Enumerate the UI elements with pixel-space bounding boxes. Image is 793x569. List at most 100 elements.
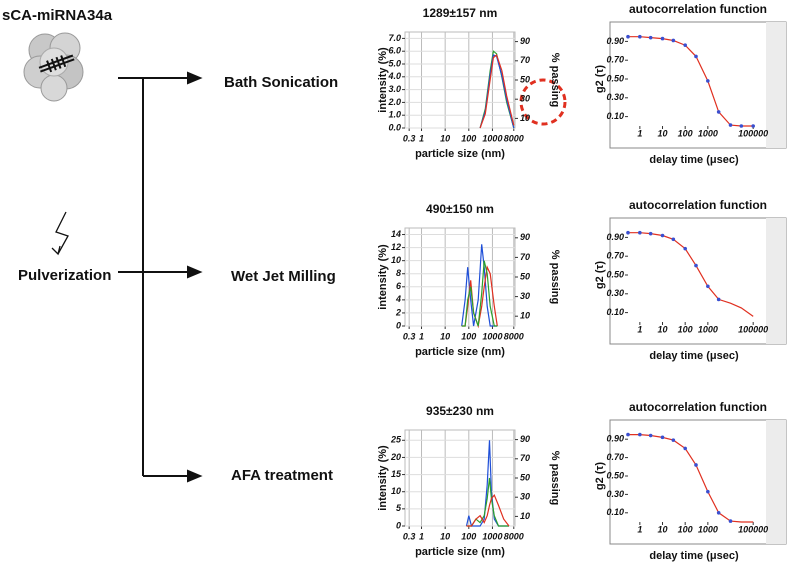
y2-tick-label: 10	[520, 113, 530, 123]
data-point	[626, 34, 630, 39]
treatment-label: Wet Jet Milling	[231, 268, 336, 285]
y2-tick-label: 10	[520, 311, 530, 321]
x-tick-label: 0.3	[403, 331, 416, 341]
y-tick-label: 0.10	[606, 307, 624, 317]
y-axis-label: intensity (%)	[377, 47, 389, 113]
chart-title: 1289±157 nm	[423, 6, 498, 20]
y-tick-label: 3.0	[388, 84, 401, 94]
x-axis-label: delay time (μsec)	[649, 550, 739, 562]
y2-axis-label: % passing	[549, 451, 561, 505]
y-tick-label: 4	[395, 294, 401, 304]
data-point	[638, 34, 642, 39]
x-tick-label: 10	[440, 331, 450, 341]
y-tick-label: 4.0	[387, 71, 401, 81]
y-tick-label: 8	[396, 268, 401, 278]
x-tick-label: 1	[637, 128, 642, 138]
y-tick-label: 0.10	[606, 111, 624, 121]
y-tick-label: 0.50	[606, 73, 624, 83]
data-point	[638, 230, 642, 235]
data-point	[751, 124, 755, 128]
plot-frame	[609, 419, 787, 545]
y-axis-label: intensity (%)	[377, 445, 389, 511]
sample-label: sCA-miRNA34a	[2, 7, 113, 24]
y-axis-label: g2 (τ)	[594, 65, 606, 93]
data-point	[683, 43, 687, 47]
data-point	[716, 110, 721, 114]
y-axis-label: intensity (%)	[377, 244, 389, 310]
y-tick-label: 0.70	[606, 251, 624, 261]
y-tick-label: 0.50	[606, 470, 624, 480]
y-tick-label: 0.90	[606, 36, 624, 46]
y-tick-label: 0.70	[606, 452, 624, 462]
y-tick-label: 0.0	[388, 122, 401, 132]
y-tick-label: 20	[390, 452, 401, 462]
x-axis-label: particle size (nm)	[415, 148, 505, 160]
x-tick-label: 10	[658, 324, 668, 334]
data-point	[626, 230, 630, 235]
x-axis-label: particle size (nm)	[415, 346, 505, 358]
x-tick-label: 100000	[738, 524, 768, 534]
y-tick-label: 0	[396, 520, 401, 530]
chart-title: autocorrelation function	[629, 400, 767, 414]
plot-frame	[609, 217, 787, 345]
plot-band	[766, 22, 786, 148]
y-tick-label: 1.0	[388, 110, 401, 120]
data-point	[694, 463, 698, 467]
series-line	[479, 53, 515, 129]
data-point	[694, 263, 698, 268]
data-point	[716, 297, 721, 302]
treatment-label: AFA treatment	[231, 467, 333, 484]
x-tick-label: 1000	[482, 331, 502, 341]
data-point	[638, 432, 642, 437]
y2-tick-label: 90	[520, 36, 530, 46]
y-tick-label: 0.70	[606, 55, 624, 65]
x-tick-label: 8000	[504, 331, 524, 341]
data-point	[660, 435, 665, 440]
y-tick-label: 10	[391, 255, 401, 265]
y-tick-label: 0.30	[606, 288, 624, 298]
data-point	[694, 54, 698, 59]
y-tick-label: 0.30	[606, 489, 624, 499]
y-tick-label: 2.0	[387, 97, 401, 107]
x-tick-label: 1	[419, 331, 424, 341]
y-tick-label: 5.0	[388, 58, 401, 68]
x-tick-label: 100	[678, 524, 693, 534]
x-tick-label: 10	[440, 133, 450, 143]
y-axis-label: g2 (τ)	[594, 462, 606, 490]
data-point	[683, 246, 687, 251]
data-point	[626, 432, 630, 437]
y2-tick-label: 50	[520, 74, 530, 84]
data-point	[671, 438, 676, 442]
x-axis-label: delay time (μsec)	[649, 350, 739, 362]
plot-frame	[609, 21, 787, 149]
data-point	[648, 35, 653, 40]
x-axis-label: delay time (μsec)	[649, 154, 739, 166]
highlight-circle	[519, 78, 567, 126]
y-tick-label: 10	[391, 486, 401, 496]
x-tick-label: 1000	[698, 128, 718, 138]
data-point	[739, 124, 744, 128]
x-tick-label: 1	[419, 133, 424, 143]
x-tick-label: 8000	[504, 133, 524, 143]
x-tick-label: 100000	[738, 128, 768, 138]
x-tick-label: 1	[637, 524, 642, 534]
y-tick-label: 0.50	[606, 269, 624, 279]
y-tick-label: 0.90	[606, 232, 624, 242]
chart-title: autocorrelation function	[629, 2, 767, 16]
y2-tick-label: 30	[520, 94, 530, 104]
x-tick-label: 100	[678, 324, 693, 334]
y-tick-label: 0.90	[606, 434, 624, 444]
treatment-label: Bath Sonication	[224, 74, 338, 91]
y2-tick-label: 90	[520, 434, 530, 444]
data-point	[648, 433, 653, 438]
y-tick-label: 7.0	[388, 33, 401, 43]
series-line	[461, 244, 498, 327]
y2-tick-label: 70	[520, 252, 530, 262]
y2-tick-label: 10	[520, 511, 530, 521]
chart-title: 490±150 nm	[426, 202, 494, 216]
y-tick-label: 2	[395, 307, 401, 317]
x-tick-label: 100	[461, 133, 476, 143]
plot-band	[766, 218, 786, 344]
x-tick-label: 10	[658, 128, 668, 138]
data-point	[728, 519, 733, 523]
